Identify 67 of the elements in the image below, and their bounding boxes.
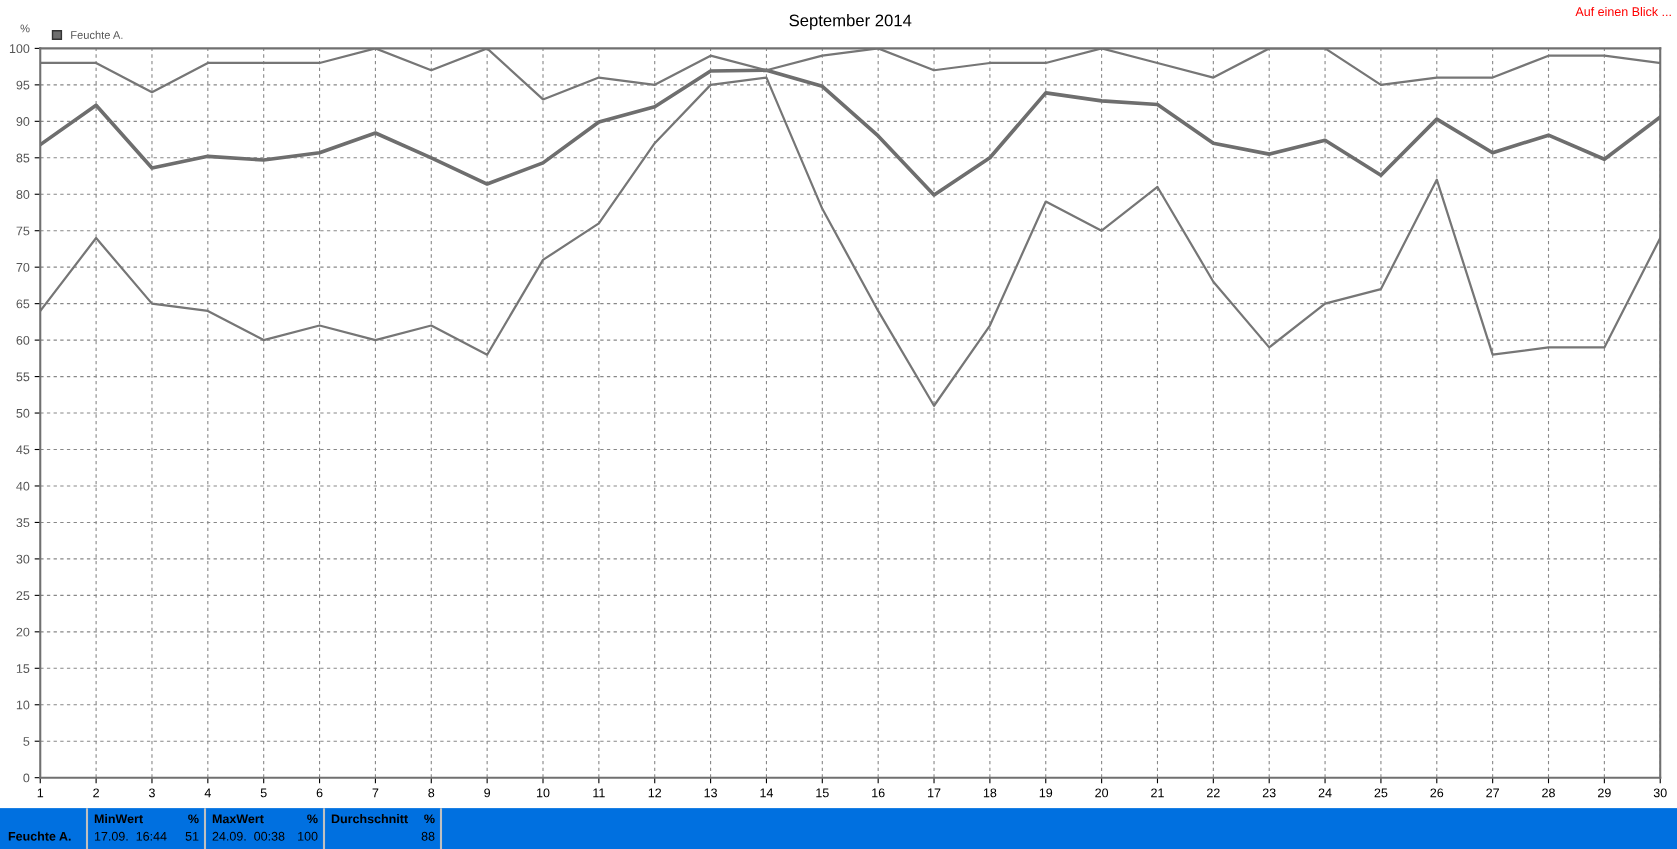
x-tick-label: 8 [428,788,435,798]
y-tick-label: 25 [16,591,30,601]
text: Auf einen Blick ... [1575,6,1671,17]
x-tick-label: 6 [316,788,323,798]
y-tick-label: 65 [16,299,30,309]
y-tick-label: 40 [16,481,30,491]
x-tick-label: 21 [1151,788,1164,798]
x-tick-label: 20 [1095,788,1109,798]
x-tick-label: 18 [983,788,997,798]
x-tick-label: 1 [37,788,44,798]
y-tick-label: 100 [9,44,30,54]
x-tick-label: 12 [648,788,662,798]
x-tick-label: 30 [1653,788,1667,798]
x-tick-label: 25 [1374,788,1388,798]
y-tick-label: 10 [16,700,30,710]
y-tick-label: 90 [16,117,30,126]
x-tick-label: 5 [260,788,267,798]
text: 100 [298,831,318,841]
text: 88 [421,831,435,841]
x-tick-label: 29 [1598,788,1611,798]
x-tick-label: 24 [1318,788,1332,798]
y-tick-label: 55 [16,372,30,382]
x-tick-label: 10 [537,788,550,798]
x-tick-label: 16 [872,788,885,798]
x-tick-label: 7 [372,788,379,798]
x-tick-label: 19 [1039,788,1053,798]
x-tick-label: 23 [1262,788,1276,798]
y-tick-label: 95 [16,80,30,90]
x-tick-label: 17 [928,788,941,798]
y-tick-label: 50 [16,408,30,418]
text: 24.09. 00:38 [212,831,285,841]
y-tick-label: 0 [23,773,30,783]
y-axis-title: % [20,24,30,33]
x-tick-label: 13 [704,788,717,798]
text: % [188,814,199,824]
y-tick-label: 45 [16,445,30,455]
text: % [424,814,435,824]
y-tick-label: 85 [16,153,30,163]
x-tick-label: 28 [1542,788,1555,798]
chart-title: September 2014 [789,14,912,30]
x-tick-label: 15 [816,788,829,798]
text: 51 [185,831,199,841]
y-tick-label: 70 [16,262,30,272]
x-tick-label: 27 [1486,788,1499,798]
text: Feuchte A. [8,831,71,841]
text: % [307,814,318,824]
y-tick-label: 60 [16,335,30,345]
legend-label: Feuchte A. [71,30,123,39]
x-tick-label: 3 [148,788,155,798]
y-tick-label: 75 [16,226,30,236]
x-tick-label: 2 [93,788,99,798]
y-tick-label: 80 [16,190,30,199]
text: MinWert [94,814,143,824]
x-tick-label: 4 [204,788,211,798]
x-tick-label: 26 [1430,788,1444,798]
text: MaxWert [212,814,264,824]
x-tick-label: 14 [760,788,774,798]
y-tick-label: 5 [23,737,30,746]
y-tick-label: 15 [16,664,30,673]
text: 17.09. 16:44 [94,831,167,841]
x-tick-label: 22 [1207,788,1220,798]
y-tick-label: 20 [16,627,30,637]
text: Durchschnitt [331,814,408,824]
y-tick-label: 30 [16,554,30,564]
x-tick-label: 9 [484,788,491,798]
y-tick-label: 35 [16,518,30,528]
x-tick-label: 11 [593,788,605,798]
